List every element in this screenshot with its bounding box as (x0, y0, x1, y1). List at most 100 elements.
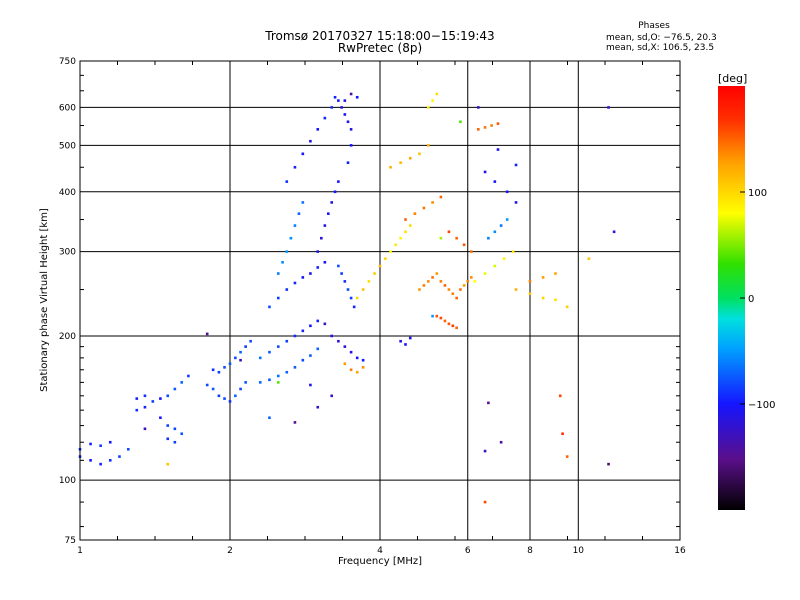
data-point (462, 284, 466, 287)
data-point (173, 440, 177, 444)
data-point (349, 128, 353, 131)
data-point (211, 387, 215, 391)
data-point (490, 124, 493, 127)
data-point (483, 126, 487, 129)
x-axis-label: Frequency [MHz] (337, 556, 423, 567)
phase-stat-o: mean, sd,O: −76.5, 20.3 (606, 33, 717, 43)
data-point (239, 358, 242, 362)
data-point (496, 122, 500, 125)
data-point (166, 424, 170, 427)
y-tick-label: 300 (59, 248, 76, 258)
data-point (455, 236, 458, 240)
data-point (316, 266, 320, 269)
y-tick-label: 500 (59, 141, 76, 151)
data-point (389, 250, 392, 253)
data-point (439, 316, 443, 320)
data-point (439, 195, 443, 199)
data-point (276, 345, 280, 348)
data-point (293, 421, 297, 424)
data-point (99, 444, 102, 448)
data-point (166, 437, 170, 441)
data-point (343, 113, 347, 116)
data-point (349, 368, 353, 372)
data-point (89, 442, 92, 446)
data-point (309, 324, 312, 328)
data-point (455, 296, 458, 300)
data-point (346, 120, 350, 124)
data-point (234, 394, 237, 398)
data-point (528, 280, 532, 283)
colorbar-tick-label: −100 (748, 400, 775, 411)
data-point (276, 296, 280, 300)
colorbar-label: [deg] (718, 72, 748, 85)
data-point (316, 347, 320, 351)
colorbar-tick-label: 0 (748, 294, 754, 305)
data-point (361, 366, 365, 369)
colorbar: 100 0 −100 (718, 86, 775, 510)
data-point (309, 272, 312, 275)
data-point (285, 180, 289, 183)
data-point (505, 218, 509, 221)
data-point (404, 218, 407, 221)
data-point (343, 99, 347, 102)
data-point (316, 405, 320, 409)
data-point (447, 288, 451, 291)
data-point (418, 288, 421, 291)
data-point (118, 455, 121, 458)
data-point (333, 95, 337, 99)
data-point (462, 243, 466, 247)
data-point (135, 408, 139, 412)
data-point (126, 447, 130, 451)
data-point (330, 394, 334, 398)
data-point (337, 180, 340, 183)
x-tick-label: 16 (674, 546, 686, 556)
data-point (316, 319, 320, 323)
y-tick-label: 100 (59, 476, 76, 486)
data-point (301, 152, 305, 156)
data-point (320, 236, 323, 240)
data-point (426, 280, 430, 283)
data-point (180, 432, 184, 436)
data-point (330, 334, 334, 338)
data-point (285, 250, 289, 253)
data-point (89, 459, 92, 462)
data-point (166, 462, 170, 466)
data-point (554, 298, 557, 302)
data-point (496, 148, 500, 151)
data-point (349, 296, 353, 300)
data-point (330, 201, 334, 204)
data-point (426, 106, 430, 109)
data-point (211, 368, 215, 372)
data-point (612, 230, 616, 234)
data-point (431, 201, 434, 204)
data-point (451, 324, 455, 328)
data-point (268, 378, 271, 382)
y-tick-label: 750 (59, 57, 76, 67)
data-point (309, 354, 312, 357)
data-point (293, 366, 297, 369)
data-point (316, 250, 320, 253)
data-point (228, 400, 232, 403)
x-tick-label: 2 (227, 546, 233, 556)
data-point (408, 336, 412, 340)
data-point (349, 350, 353, 354)
data-point (337, 99, 340, 102)
data-point (399, 339, 402, 343)
data-point (258, 381, 262, 384)
data-point (343, 345, 347, 348)
data-point (159, 416, 162, 420)
data-point (404, 343, 407, 346)
x-tick-label: 8 (527, 546, 533, 556)
data-point (352, 305, 356, 309)
data-point (249, 339, 252, 343)
data-point (408, 224, 412, 227)
data-point (228, 362, 232, 366)
data-point (451, 292, 455, 296)
data-point (293, 281, 297, 285)
data-point (355, 356, 359, 360)
data-point (244, 381, 247, 384)
data-point (173, 387, 177, 391)
data-point (301, 276, 305, 279)
data-point (239, 387, 242, 391)
data-point (349, 92, 353, 96)
